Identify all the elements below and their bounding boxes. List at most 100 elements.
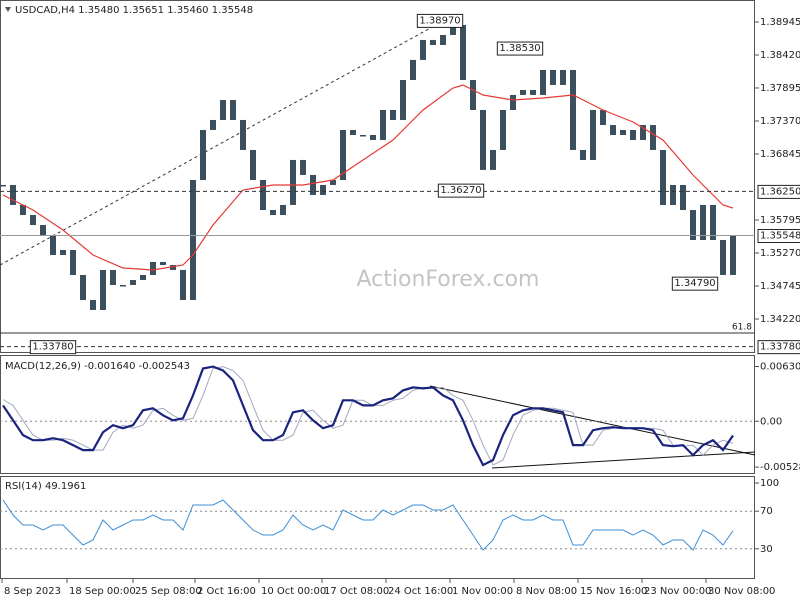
candle [360, 134, 366, 137]
axis-price-label-box [757, 229, 800, 244]
candle [50, 235, 56, 256]
x-tick-label: 18 Sep 00:00 [69, 586, 136, 597]
x-tick-label: 23 Nov 00:00 [644, 586, 711, 597]
y-tick-label: 30 [760, 544, 773, 555]
candle [130, 280, 136, 285]
axis-price-label: 1.35548 [760, 231, 800, 242]
y-tick-label: -0.005283 [760, 462, 800, 473]
macd-title: MACD(12,26,9) -0.001640 -0.002543 [5, 361, 190, 372]
candle [460, 24, 466, 80]
candle [450, 24, 456, 35]
y-tick-label: 1.36845 [760, 149, 800, 160]
y-tick-label: 1.37370 [760, 116, 800, 127]
axis-price-label-box [757, 184, 800, 199]
candle [340, 129, 346, 181]
price-annotation: 1.38530 [499, 43, 540, 54]
candle [540, 69, 546, 95]
candle [660, 149, 666, 205]
moving-average [2, 84, 734, 271]
price-annotation: 1.38970 [419, 15, 460, 26]
watermark: ActionForex.com [357, 267, 540, 292]
candle [480, 109, 486, 170]
y-tick-label: 0.00 [760, 416, 782, 427]
candle [90, 300, 96, 311]
rsi-panel [0, 476, 755, 579]
candle [190, 180, 196, 301]
candle [370, 134, 376, 140]
candle [100, 269, 106, 311]
candle [430, 39, 436, 45]
trend-line [0, 19, 446, 266]
x-tick-label: 15 Nov 16:00 [580, 586, 647, 597]
y-tick-label: 1.34745 [760, 281, 800, 292]
price-annotation: 1.33780 [32, 342, 73, 353]
y-tick-label: 1.35795 [760, 215, 800, 226]
candle [330, 180, 336, 185]
y-tick-label: 100 [760, 478, 779, 489]
axis-price-label-box [757, 340, 800, 355]
candle [550, 69, 556, 85]
candle [30, 215, 36, 226]
candle [530, 89, 536, 95]
candle [440, 34, 446, 45]
candle [110, 269, 116, 285]
candle [390, 109, 396, 120]
indicator-line [2, 366, 734, 466]
candle [560, 69, 566, 85]
candle [470, 79, 476, 110]
candle [150, 261, 156, 275]
candle [40, 225, 46, 236]
x-tick-label: 30 Nov 08:00 [708, 586, 775, 597]
candle [600, 109, 606, 126]
candle [170, 264, 176, 270]
candle [310, 174, 316, 195]
candle [180, 269, 186, 301]
candle [380, 109, 386, 140]
candle [570, 69, 576, 150]
y-tick-label: 1.37895 [760, 83, 800, 94]
candle [650, 125, 656, 150]
macd-panel [0, 355, 755, 474]
candle [720, 239, 726, 275]
candle [710, 204, 716, 240]
candle [120, 284, 126, 287]
candle [510, 94, 516, 110]
candle [210, 119, 216, 130]
price-annotation-box [29, 340, 77, 355]
candle [690, 209, 696, 240]
candle [80, 274, 86, 301]
axis-price-label: 1.33780 [760, 342, 800, 353]
x-tick-label: 2 Oct 16:00 [197, 586, 256, 597]
candle [320, 184, 326, 195]
y-tick-label: 70 [760, 506, 773, 517]
y-tick-label: 1.34220 [760, 314, 800, 325]
indicator-line [2, 365, 734, 467]
candle [300, 159, 306, 175]
candle [700, 204, 706, 240]
x-tick-label: 10 Oct 00:00 [261, 586, 326, 597]
candle [270, 209, 276, 216]
candle [730, 235, 736, 275]
symbol-icon [5, 7, 11, 12]
candle [290, 159, 296, 205]
candle [60, 249, 66, 256]
price-annotation: 1.36270 [440, 185, 481, 196]
price-annotation: 1.34790 [674, 278, 715, 289]
candle [420, 39, 426, 60]
candle [410, 59, 416, 80]
candle [280, 204, 286, 216]
candle [590, 109, 596, 160]
chart-header: USDCAD,H4 1.35480 1.35651 1.35460 1.3554… [15, 5, 253, 16]
candle [610, 125, 616, 135]
x-tick-label: 24 Oct 16:00 [388, 586, 453, 597]
candle [230, 99, 236, 120]
candle [240, 119, 246, 150]
x-tick-label: 17 Oct 08:00 [324, 586, 389, 597]
candle [500, 109, 506, 150]
rsi-title: RSI(14) 49.1961 [5, 481, 86, 492]
price-panel [0, 0, 755, 353]
price-annotation-box [496, 41, 544, 56]
indicator-line [2, 499, 734, 551]
candle [200, 129, 206, 181]
price-annotation-box [671, 276, 719, 291]
